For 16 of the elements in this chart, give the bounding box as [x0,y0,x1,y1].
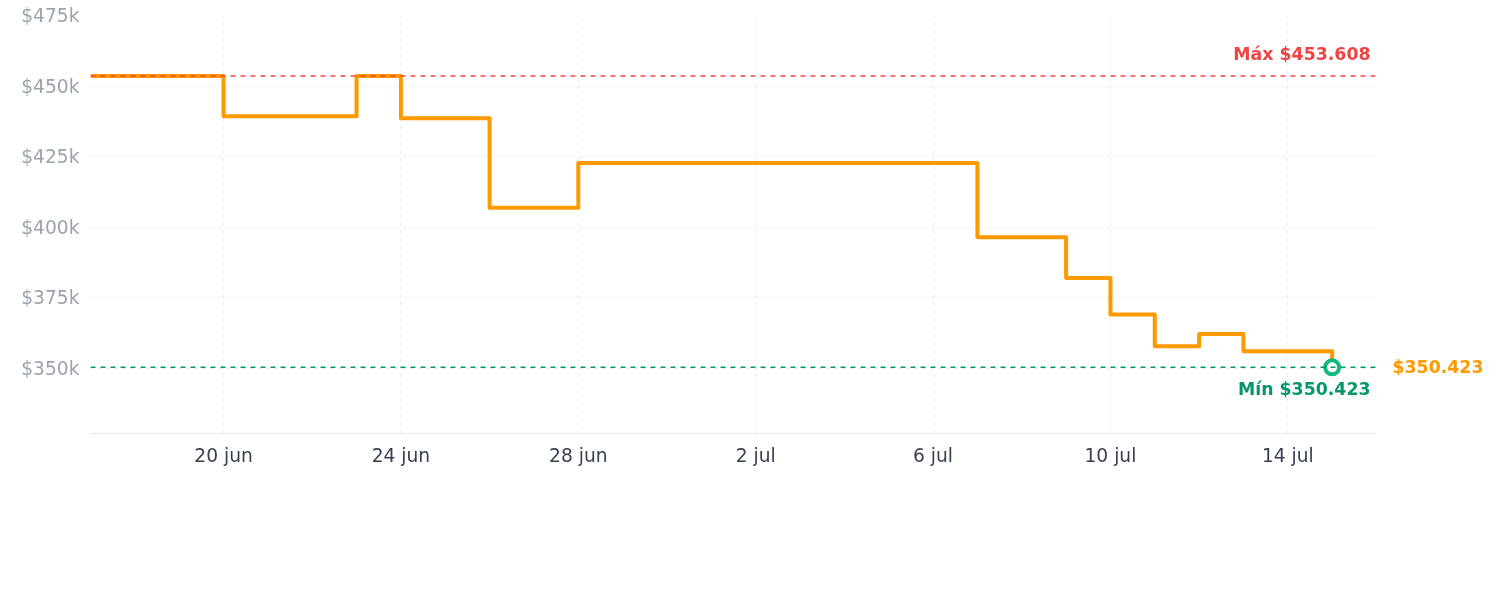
y-tick-label: $450k [21,75,80,97]
y-tick-label: $425k [21,146,80,168]
y-tick-label: $400k [21,216,80,238]
x-tick-label: 24 jun [371,444,431,466]
y-tick-label: $375k [21,287,80,309]
x-tick-label: 28 jun [549,444,608,466]
y-tick-label: $350k [21,358,80,380]
x-tick-label: 6 jul [913,444,954,466]
ref-line-label: Mín $350.423 [1237,379,1371,400]
x-tick-label: 2 jul [735,444,776,466]
x-tick-label: 20 jun [194,444,253,466]
ref-line-label: Máx $453.608 [1233,43,1371,64]
text: $350.423 [1392,357,1484,378]
x-tick-label: 14 jul [1261,444,1314,466]
x-tick-label: 10 jul [1084,444,1137,466]
y-tick-label: $475k [21,5,80,26]
